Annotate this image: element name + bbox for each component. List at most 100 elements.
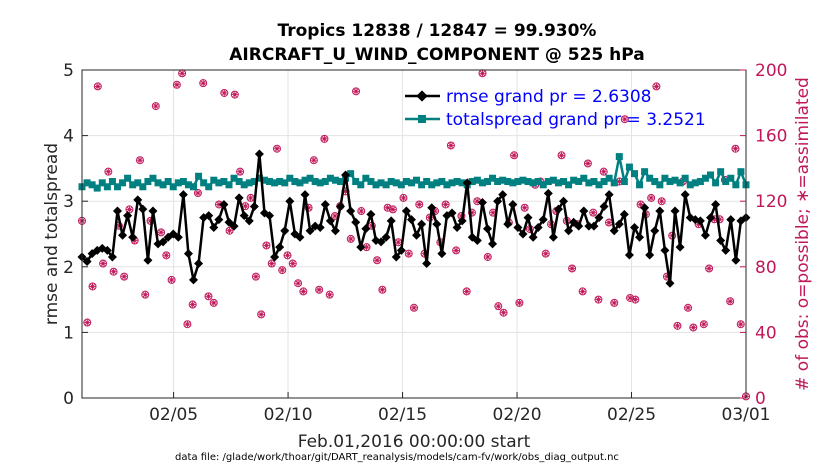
spread-point: [630, 170, 638, 178]
x-tick-label: 02/05: [149, 405, 198, 425]
legend-rmse-label: rmse grand pr = 2.6308: [446, 87, 651, 107]
obs-assimilated-marker: [263, 242, 270, 249]
obs-assimilated-marker: [205, 293, 212, 300]
obs-assimilated-marker: [136, 157, 143, 164]
obs-possible-marker: [494, 302, 503, 311]
rmse-point: [118, 230, 128, 240]
x-tick-label: 03/01: [722, 405, 771, 425]
obs-assimilated-marker: [152, 103, 159, 110]
obs-possible-marker: [610, 298, 619, 307]
legend: rmse grand pr = 2.6308 totalspread grand…: [405, 87, 706, 130]
spread-point: [245, 179, 253, 187]
spread-point: [98, 179, 106, 187]
obs-assimilated-marker: [458, 212, 465, 219]
obs-possible-marker: [315, 285, 324, 294]
spread-point: [108, 178, 116, 186]
obs-possible-marker: [288, 259, 297, 268]
spread-point: [524, 178, 532, 186]
obs-assimilated-marker: [616, 178, 623, 185]
rmse-point: [533, 222, 543, 232]
obs-assimilated-marker: [210, 299, 217, 306]
obs-assimilated-marker: [121, 273, 128, 280]
obs-possible-marker: [404, 249, 413, 258]
rmse-point: [498, 190, 508, 200]
rmse-point: [320, 199, 330, 209]
spread-point: [651, 178, 659, 186]
obs-assimilated-marker: [347, 235, 354, 242]
obs-assimilated-marker: [732, 145, 739, 152]
obs-assimilated-marker: [310, 157, 317, 164]
obs-possible-marker: [388, 205, 397, 214]
obs-possible-marker: [109, 267, 118, 276]
obs-possible-marker: [657, 197, 666, 206]
spread-point: [656, 181, 664, 189]
spread-point: [260, 176, 268, 184]
spread-point: [560, 178, 568, 186]
spread-point: [423, 178, 431, 186]
rmse-point: [493, 196, 503, 206]
obs-assimilated-marker: [474, 198, 481, 205]
obs-assimilated-marker: [105, 168, 112, 175]
spread-point: [595, 181, 603, 189]
spread-point: [164, 178, 172, 186]
obs-assimilated-marker: [231, 91, 238, 98]
rmse-point: [711, 199, 721, 209]
obs-assimilated-marker: [379, 286, 386, 293]
rmse-point: [112, 206, 122, 216]
rmse-point: [417, 219, 427, 229]
obs-possible-marker: [294, 279, 303, 288]
rmse-point: [412, 230, 422, 240]
obs-assimilated-marker: [142, 291, 149, 298]
spread-point: [169, 183, 177, 191]
rmse-point: [614, 219, 624, 229]
spread-point: [149, 174, 157, 182]
rmse-point: [183, 249, 193, 259]
rmse-point: [579, 206, 589, 216]
rmse-point: [675, 242, 685, 252]
spread-point: [661, 174, 669, 182]
obs-assimilated-marker: [268, 260, 275, 267]
obs-assimilated-marker: [579, 288, 586, 295]
y-right-tick-label: 40: [755, 323, 777, 343]
obs-assimilated-marker: [453, 247, 460, 254]
y-left-tick-label: 1: [63, 323, 74, 343]
y-right-tick-label: 80: [755, 258, 777, 278]
rmse-point: [700, 230, 710, 240]
obs-assimilated-marker: [252, 273, 259, 280]
obs-possible-marker: [141, 290, 150, 299]
spread-point: [190, 183, 198, 191]
obs-possible-marker: [631, 295, 640, 304]
obs-possible-marker: [373, 256, 382, 265]
obs-possible-marker: [352, 87, 361, 96]
legend-spread-label: totalspread grand pr = 3.2521: [446, 110, 706, 130]
rmse-point: [660, 245, 670, 255]
obs-assimilated-marker: [258, 311, 265, 318]
spread-point: [544, 178, 552, 186]
obs-assimilated-marker: [511, 152, 518, 159]
rmse-point: [589, 221, 599, 231]
obs-assimilated-marker: [611, 299, 618, 306]
spread-point: [483, 178, 491, 186]
spread-point: [732, 181, 740, 189]
rmse-point: [315, 222, 325, 232]
obs-assimilated-marker: [358, 208, 365, 215]
spread-point: [377, 179, 385, 187]
rmse-point: [422, 259, 432, 269]
spread-point: [392, 179, 400, 187]
spread-point: [494, 178, 502, 186]
y-left-tick-label: 0: [63, 389, 74, 409]
spread-point: [296, 179, 304, 187]
obs-possible-marker: [684, 303, 693, 312]
obs-assimilated-marker: [100, 260, 107, 267]
obs-assimilated-marker: [727, 298, 734, 305]
rmse-point: [173, 232, 183, 242]
obs-possible-marker: [652, 82, 661, 91]
totalspread-series: [78, 153, 750, 192]
rmse-point: [381, 232, 391, 242]
obs-possible-marker: [225, 226, 234, 235]
rmse-point: [629, 222, 639, 232]
spread-point: [225, 181, 233, 189]
spread-point: [666, 178, 674, 186]
obs-assimilated-marker: [600, 168, 607, 175]
spread-point: [413, 176, 421, 184]
